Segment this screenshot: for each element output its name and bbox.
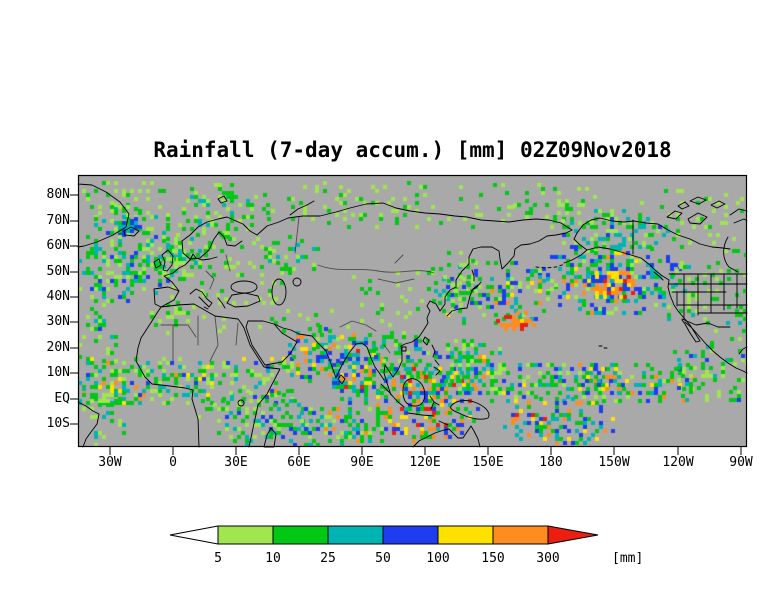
colorbar: 5 10 25 50 100 150 300 [mm] <box>169 525 643 566</box>
lon-tick-label: 90W <box>729 455 753 470</box>
plot-title: Rainfall (7-day accum.) [mm] 02Z09Nov201… <box>153 138 672 162</box>
lon-tick-label: 180 <box>539 455 563 470</box>
colorbar-tick-label: 5 <box>214 551 222 566</box>
colorbar-tick-label: 150 <box>481 551 504 566</box>
colorbar-segment <box>327 525 384 545</box>
lon-tick-label: 0 <box>169 455 177 470</box>
colorbar-tick-label: 300 <box>536 551 559 566</box>
lon-tick-label: 60E <box>287 455 311 470</box>
lon-tick-label: 30W <box>98 455 122 470</box>
lat-tick-label: 80N <box>46 187 70 202</box>
lat-tick-label: 50N <box>46 264 70 279</box>
lat-tick-label: EQ <box>54 391 70 406</box>
lon-tick-label: 150W <box>598 455 630 470</box>
lat-tick-label: 20N <box>46 340 70 355</box>
rainfall-layer <box>78 175 747 447</box>
colorbar-segment <box>217 525 274 545</box>
colorbar-tick-label: 100 <box>426 551 449 566</box>
lon-tick-label: 120E <box>409 455 441 470</box>
lat-tick-label: 10S <box>46 416 70 431</box>
colorbar-tick-label: 25 <box>320 551 336 566</box>
colorbar-left-arrow <box>169 525 219 545</box>
lat-tick-label: 60N <box>46 238 70 253</box>
lon-tick-label: 30E <box>224 455 248 470</box>
colorbar-segment <box>382 525 439 545</box>
map-area <box>78 175 747 447</box>
lat-tick-label: 10N <box>46 365 70 380</box>
colorbar-unit-label: [mm] <box>612 551 643 566</box>
colorbar-segment <box>272 525 329 545</box>
colorbar-segment <box>492 525 549 545</box>
lon-tick-label: 120W <box>662 455 694 470</box>
colorbar-segment <box>437 525 494 545</box>
colorbar-tick-label: 50 <box>375 551 391 566</box>
lat-tick-label: 30N <box>46 314 70 329</box>
lon-tick-label: 90E <box>350 455 374 470</box>
colorbar-right-arrow <box>547 525 599 545</box>
lat-tick-label: 70N <box>46 213 70 228</box>
colorbar-tick-label: 10 <box>265 551 281 566</box>
lon-tick-label: 150E <box>472 455 504 470</box>
lat-tick-label: 40N <box>46 289 70 304</box>
